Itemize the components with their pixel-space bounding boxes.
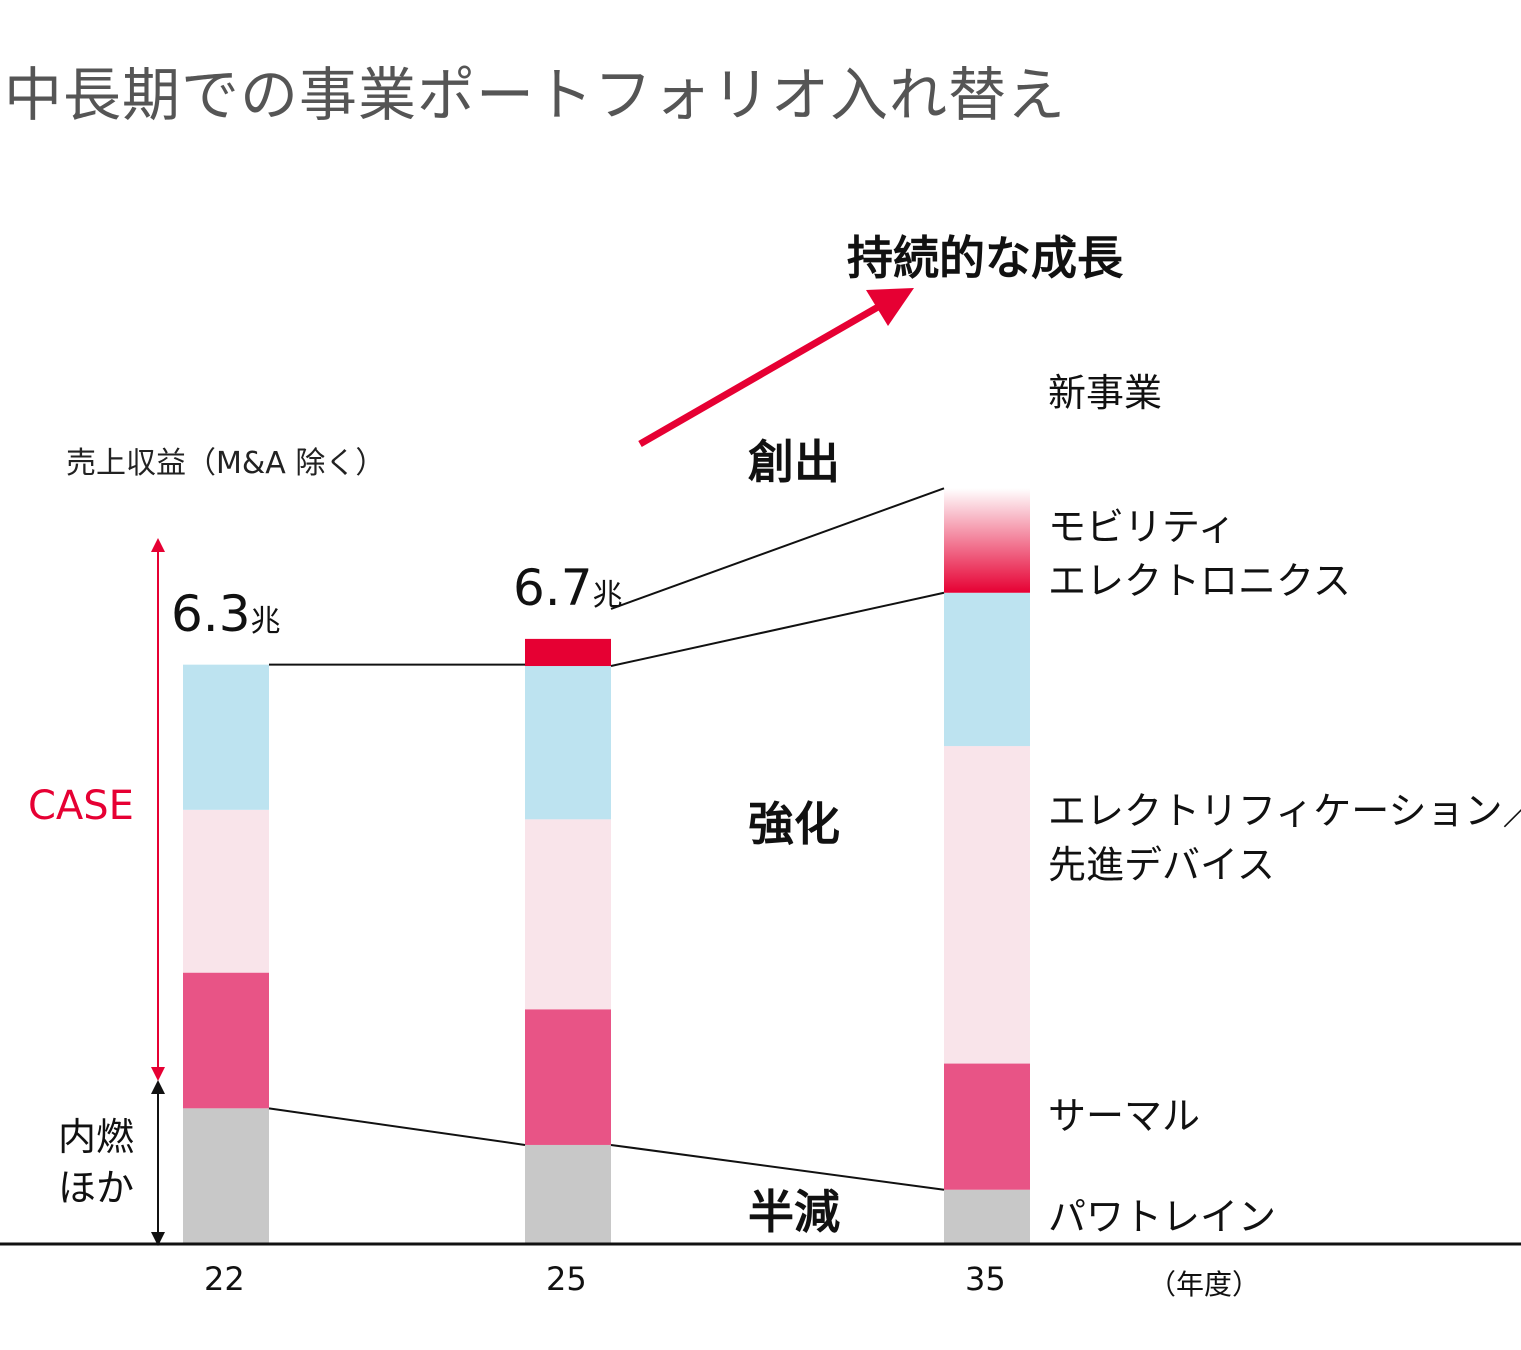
- bar-22-powertrain: [183, 1108, 269, 1244]
- total-unit: 兆: [592, 577, 623, 613]
- bar-22-thermal: [183, 972, 269, 1109]
- segment-label-thermal: サーマル: [1048, 1094, 1201, 1138]
- total-unit: 兆: [250, 603, 281, 639]
- segment-label-electrification: 先進デバイス: [1048, 843, 1275, 887]
- bar-25-powertrain: [525, 1144, 611, 1244]
- bar-25-electrification: [525, 819, 611, 1010]
- bar-35-mobility: [944, 592, 1030, 747]
- bar-22-electrification: [183, 809, 269, 973]
- connector-powertrain-25-35: [610, 1143, 945, 1191]
- segment-label-electrification: エレクトリフィケーション／: [1048, 789, 1521, 833]
- phase-strengthen-label: 強化: [748, 797, 840, 851]
- x-tick-22: 22: [204, 1260, 245, 1298]
- bar-25-mobility: [525, 666, 611, 820]
- x-tick-25: 25: [546, 1260, 587, 1298]
- total-value: 6.3: [171, 584, 251, 643]
- case-bracket: [151, 538, 165, 1081]
- connector-powertrain-22-25: [268, 1107, 526, 1146]
- connector-lines-layer: [268, 487, 945, 1191]
- ice-bracket: [151, 1080, 165, 1246]
- total-label-25: 6.7兆: [513, 559, 623, 617]
- bar-25-new-business: [525, 638, 611, 667]
- case-label: CASE: [28, 783, 134, 829]
- total-value: 6.7: [513, 558, 593, 617]
- bar-25-thermal: [525, 1009, 611, 1145]
- phase-create-label: 創出: [748, 435, 840, 489]
- phase-halve-label: 半減: [748, 1185, 840, 1239]
- bar-35-new-business: [944, 488, 1030, 593]
- total-label-22: 6.3兆: [171, 585, 281, 643]
- x-tick-35: 35: [965, 1260, 1006, 1298]
- connector-mobility-25-35: [610, 591, 945, 667]
- ice-label-line2: ほか: [58, 1166, 135, 1210]
- ice-label-line1: 内燃: [58, 1115, 135, 1159]
- segment-label-powertrain: パワトレイン: [1048, 1195, 1277, 1239]
- bar-35-powertrain: [944, 1189, 1030, 1244]
- segment-label-mobility: エレクトロニクス: [1048, 559, 1351, 603]
- segment-label-new-business: 新事業: [1048, 371, 1163, 415]
- bar-35-thermal: [944, 1063, 1030, 1190]
- bars-layer: [183, 488, 1030, 1244]
- connector-total-25-35: [610, 487, 945, 610]
- growth-label: 持続的な成長: [847, 231, 1123, 285]
- growth-arrow: [638, 288, 914, 448]
- revenue-label: 売上収益（M&A 除く）: [66, 446, 386, 481]
- bar-22-mobility: [183, 664, 269, 810]
- year-unit-label: （年度）: [1148, 1268, 1261, 1301]
- bar-35-electrification: [944, 746, 1030, 1064]
- chart-title: 中長期での事業ポートフォリオ入れ替え: [4, 61, 1067, 129]
- segment-label-mobility: モビリティ: [1048, 505, 1236, 549]
